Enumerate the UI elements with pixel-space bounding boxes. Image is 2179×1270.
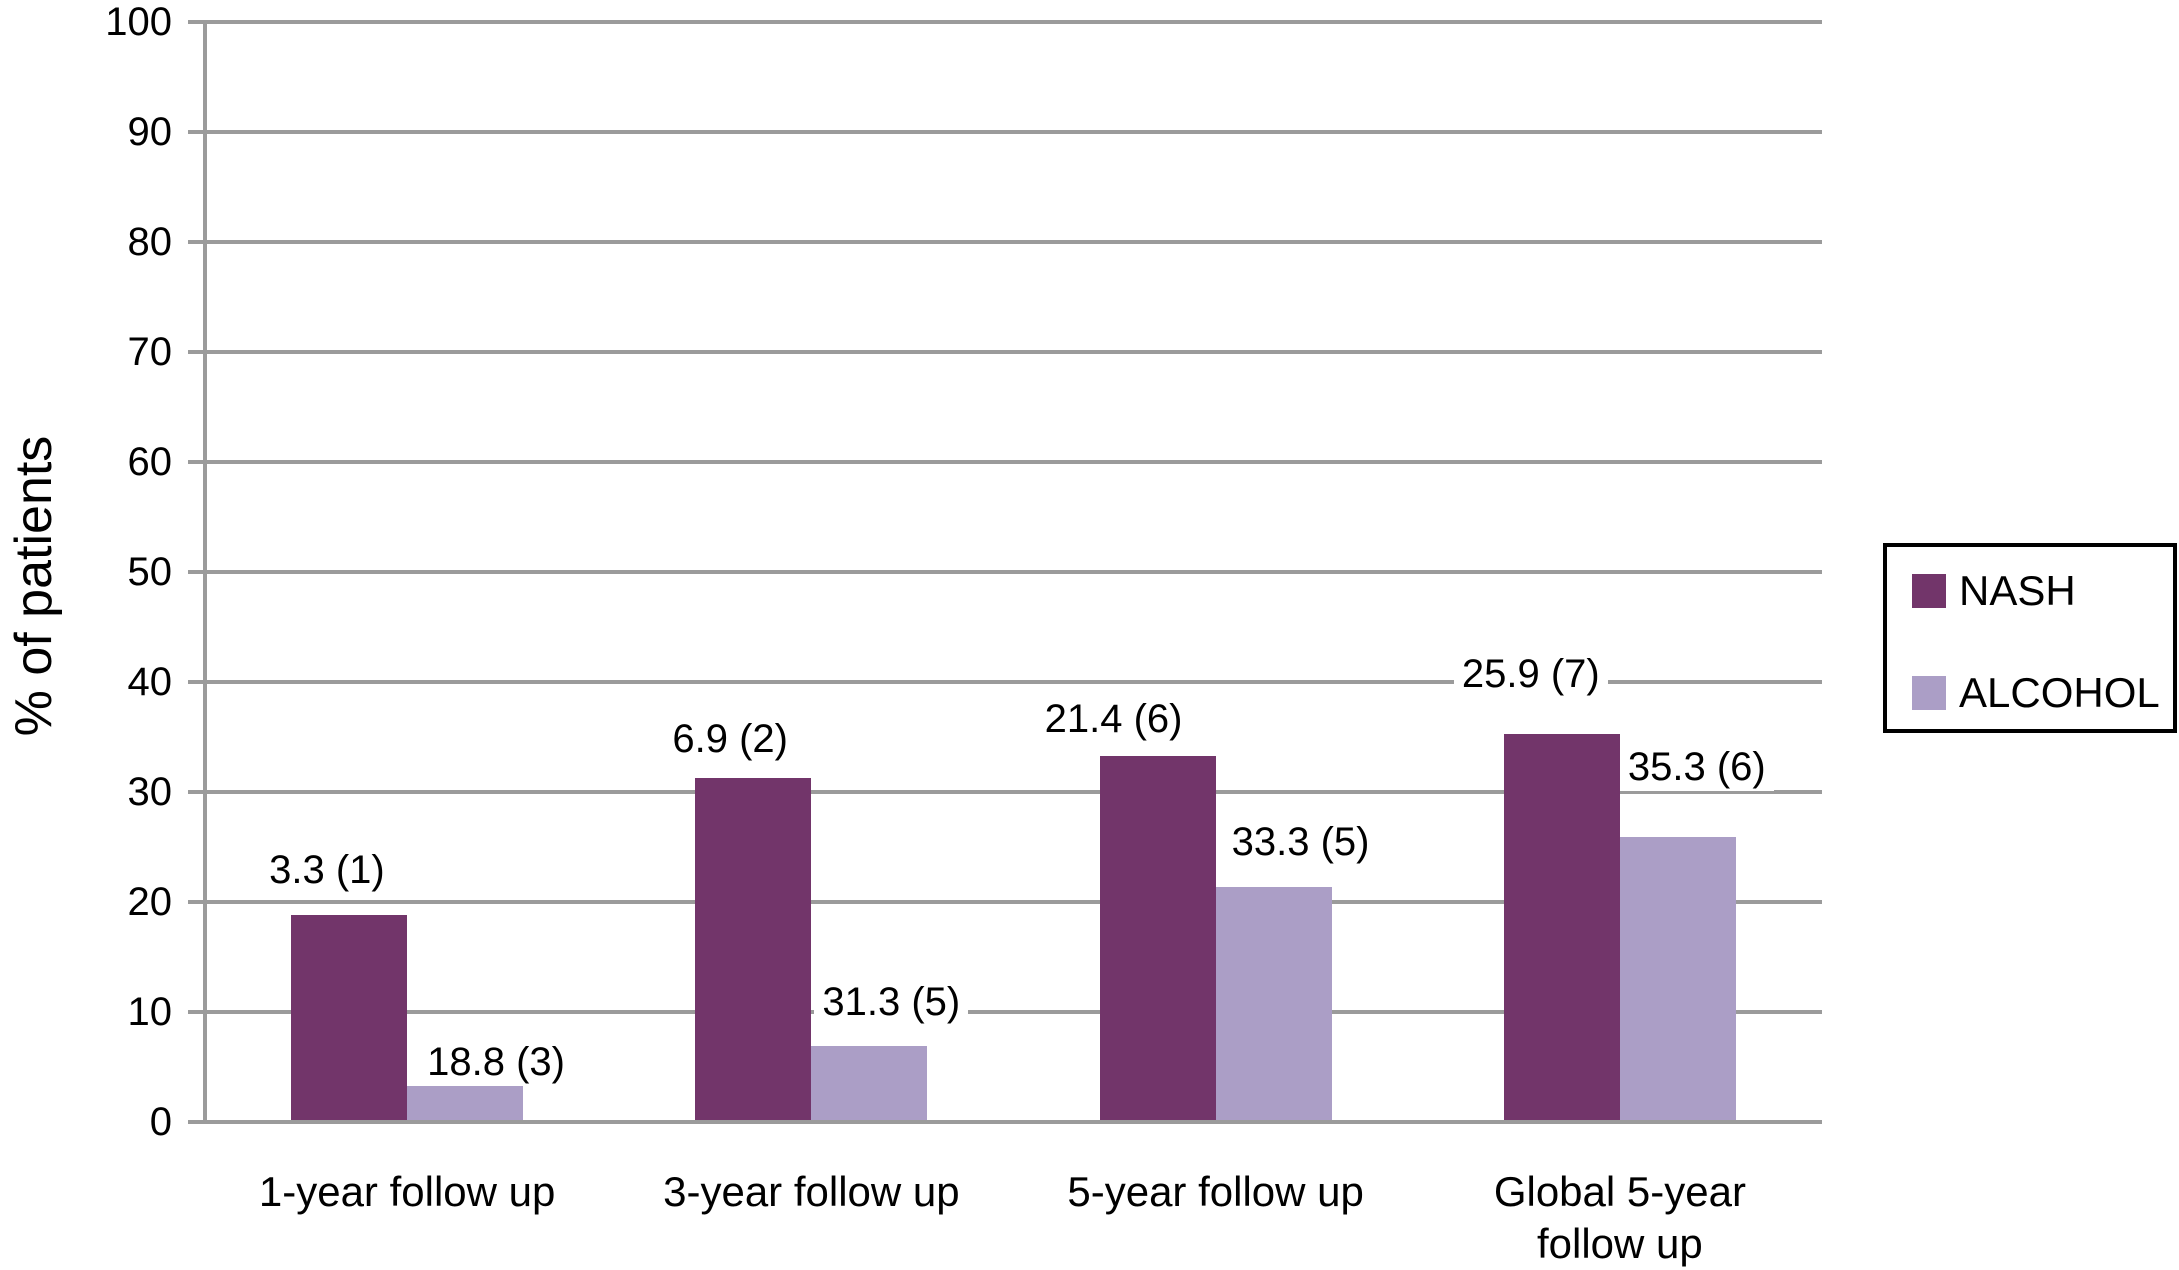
gridline-100 <box>205 20 1822 24</box>
y-tick-label-10: 10 <box>127 990 173 1034</box>
y-tick-label-0: 0 <box>149 1100 172 1144</box>
y-tick-label-90: 90 <box>127 110 173 154</box>
bar-alcohol-4 <box>1619 837 1736 1122</box>
y-tick-label-20: 20 <box>127 880 173 924</box>
gridline-90 <box>205 130 1822 134</box>
y-tick-60 <box>188 460 205 464</box>
y-tick-100 <box>188 20 205 24</box>
data-label-alcohol-1: 18.8 (3) <box>419 1038 573 1086</box>
x-axis-line <box>188 1120 1822 1124</box>
gridline-10 <box>205 1010 1822 1014</box>
x-category-label-2: 3-year follow up <box>663 1168 960 1215</box>
bar-alcohol-2 <box>811 1046 928 1122</box>
gridline-50 <box>205 570 1822 574</box>
y-tick-10 <box>188 1010 205 1014</box>
y-tick-40 <box>188 680 205 684</box>
gridline-70 <box>205 350 1822 354</box>
gridline-30 <box>205 790 1822 794</box>
bar-alcohol-1 <box>407 1086 524 1122</box>
y-tick-20 <box>188 900 205 904</box>
legend-label-alcohol: ALCOHOL <box>1959 669 2160 716</box>
bar-nash-2 <box>695 778 812 1122</box>
y-tick-label-50: 50 <box>127 550 173 594</box>
legend: NASH ALCOHOL <box>1883 543 2177 733</box>
bar-alcohol-3 <box>1215 887 1332 1122</box>
data-label-alcohol-3: 33.3 (5) <box>1223 818 1378 866</box>
alcohol-color-swatch <box>1912 676 1946 710</box>
gridline-40 <box>205 680 1822 684</box>
y-tick-90 <box>188 130 205 134</box>
x-category-label-3: 5-year follow up <box>1067 1168 1364 1215</box>
bar-nash-3 <box>1099 756 1216 1122</box>
y-tick-label-70: 70 <box>127 330 173 374</box>
y-tick-label-40: 40 <box>127 660 173 704</box>
y-tick-label-100: 100 <box>105 0 172 44</box>
y-tick-30 <box>188 790 205 794</box>
gridline-80 <box>205 240 1822 244</box>
legend-item-alcohol: ALCOHOL <box>1912 672 2160 714</box>
x-category-label-1: 1-year follow up <box>258 1168 556 1215</box>
data-label-alcohol-2: 31.3 (5) <box>814 978 969 1026</box>
y-tick-label-80: 80 <box>127 220 173 264</box>
legend-label-nash: NASH <box>1959 567 2076 614</box>
y-tick-70 <box>188 350 205 354</box>
gridline-20 <box>205 900 1822 904</box>
y-tick-label-60: 60 <box>127 440 173 484</box>
legend-item-nash: NASH <box>1912 570 2076 612</box>
bar-nash-4 <box>1503 734 1620 1122</box>
bar-nash-1 <box>291 915 408 1122</box>
data-label-alcohol-4: 35.3 (6) <box>1619 743 1774 791</box>
data-label-nash-1: 3.3 (1) <box>261 846 393 894</box>
y-tick-label-30: 30 <box>127 770 173 814</box>
data-label-nash-2: 6.9 (2) <box>664 715 796 763</box>
gridline-60 <box>205 460 1822 464</box>
y-tick-50 <box>188 570 205 574</box>
data-label-nash-4: 25.9 (7) <box>1453 650 1608 698</box>
nash-color-swatch <box>1912 574 1946 608</box>
y-axis-line <box>203 20 207 1124</box>
y-tick-80 <box>188 240 205 244</box>
data-label-nash-3: 21.4 (6) <box>1036 695 1191 743</box>
x-category-label-4: Global 5-year follow up <box>1493 1168 1746 1267</box>
